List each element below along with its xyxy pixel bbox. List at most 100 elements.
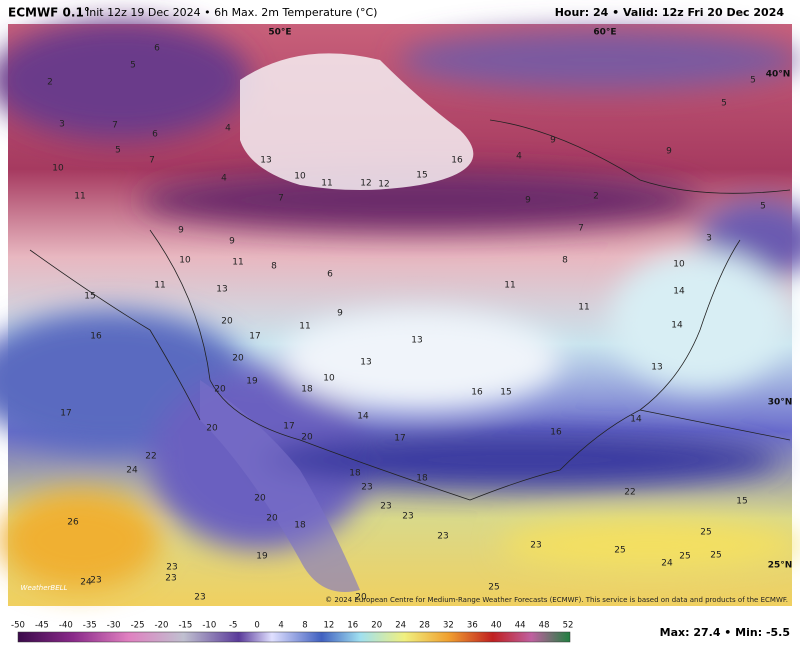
temperature-label: 10: [673, 260, 685, 270]
temperature-label: 23: [194, 593, 205, 603]
temperature-label: 2: [593, 192, 599, 202]
colorbar-label: 8: [302, 621, 307, 631]
temperature-label: 6: [327, 270, 333, 280]
colorbar-label: 4: [278, 621, 283, 631]
temperature-label: 18: [294, 521, 306, 531]
temperature-label: 10: [294, 172, 306, 182]
temperature-label: 5: [750, 76, 756, 86]
temperature-label: 7: [578, 224, 584, 234]
temperature-label: 4: [516, 152, 522, 162]
temperature-label: 7: [149, 156, 155, 166]
temperature-label: 20: [254, 494, 266, 504]
temperature-label: 9: [666, 147, 672, 157]
temperature-label: 17: [60, 409, 71, 419]
temperature-label: 4: [221, 174, 227, 184]
temperature-label: 24: [80, 578, 92, 588]
temperature-label: 13: [260, 156, 271, 166]
temperature-label: 23: [380, 502, 391, 512]
temperature-label: 26: [67, 518, 79, 528]
temperature-label: 9: [229, 237, 235, 247]
temperature-label: 2: [47, 78, 53, 88]
grid-label: 40°N: [766, 70, 791, 80]
colorbar-label: -15: [178, 621, 192, 631]
temperature-label: 23: [165, 574, 176, 584]
max-min: Max: 27.4 • Min: -5.5: [660, 626, 790, 639]
grid-label: 60°E: [593, 28, 616, 38]
model-name: ECMWF 0.1°: [8, 6, 90, 20]
temperature-label: 20: [221, 317, 233, 327]
temperature-label: 16: [471, 388, 483, 398]
colorbar-label: 36: [467, 621, 478, 631]
temperature-label: 15: [84, 292, 95, 302]
temperature-label: 20: [301, 433, 313, 443]
temperature-label: 18: [416, 474, 428, 484]
temperature-label: 15: [416, 171, 427, 181]
temperature-label: 16: [90, 332, 102, 342]
temperature-label: 11: [299, 322, 310, 332]
temperature-label: 18: [301, 385, 313, 395]
colorbar-label: 28: [419, 621, 430, 631]
temperature-label: 5: [115, 146, 121, 156]
temperature-label: 14: [357, 412, 369, 422]
map-description: Init 12z 19 Dec 2024 • 6h Max. 2m Temper…: [86, 6, 377, 19]
colorbar-label: 12: [323, 621, 334, 631]
temperature-label: 20: [206, 424, 218, 434]
temperature-label: 18: [349, 469, 361, 479]
colorbar-label: -5: [229, 621, 237, 631]
colorbar-label: 44: [515, 621, 526, 631]
temperature-label: 10: [52, 164, 64, 174]
temperature-label: 16: [451, 156, 463, 166]
temperature-label: 6: [152, 130, 158, 140]
temperature-label: 17: [394, 434, 405, 444]
temperature-label: 20: [232, 354, 244, 364]
persian-gulf: [200, 380, 360, 592]
temperature-label: 25: [679, 552, 690, 562]
temperature-label: 12: [378, 180, 389, 190]
temperature-label: 8: [271, 262, 277, 272]
valid-time: Hour: 24 • Valid: 12z Fri 20 Dec 2024: [555, 6, 785, 19]
temperature-label: 5: [760, 202, 766, 212]
colorbar-label: 52: [563, 621, 574, 631]
temperature-label: 25: [488, 583, 499, 593]
map-area: [0, 20, 800, 606]
temperature-label: 3: [706, 234, 712, 244]
temperature-label: 20: [355, 593, 367, 603]
temperature-label: 23: [361, 483, 372, 493]
temperature-label: 19: [246, 377, 258, 387]
temperature-label: 22: [624, 488, 635, 498]
temperature-label: 25: [700, 528, 711, 538]
temperature-label: 17: [249, 332, 260, 342]
temperature-label: 11: [504, 281, 515, 291]
colorbar-label: -25: [131, 621, 145, 631]
temperature-label: 6: [154, 44, 160, 54]
temperature-label: 14: [673, 287, 685, 297]
temperature-label: 15: [736, 497, 747, 507]
colorbar-label: 20: [371, 621, 382, 631]
temperature-label: 15: [500, 388, 511, 398]
temperature-label: 23: [437, 532, 448, 542]
temperature-label: 13: [411, 336, 422, 346]
temperature-label: 19: [256, 552, 268, 562]
colorbar-label: -10: [202, 621, 216, 631]
temperature-label: 22: [145, 452, 156, 462]
colorbar-label: -40: [59, 621, 73, 631]
colorbar-label: -45: [35, 621, 49, 631]
temperature-label: 24: [661, 559, 673, 569]
logo: WeatherBELL: [21, 584, 68, 592]
caspian-sea: [240, 53, 474, 191]
colorbar-label: 48: [539, 621, 550, 631]
colorbar-label: 0: [254, 621, 259, 631]
colorbar-label: -50: [11, 621, 25, 631]
grid-label: 50°E: [268, 28, 291, 38]
temperature-label: 11: [232, 258, 243, 268]
temperature-label: 23: [530, 541, 541, 551]
temperature-label: 14: [671, 321, 683, 331]
temperature-label: 3: [59, 120, 65, 130]
temperature-label: 23: [166, 563, 177, 573]
temperature-label: 8: [562, 256, 568, 266]
colorbar: [17, 631, 571, 643]
temperature-label: 16: [550, 428, 562, 438]
colorbar-label: 24: [395, 621, 406, 631]
temperature-label: 11: [578, 303, 589, 313]
